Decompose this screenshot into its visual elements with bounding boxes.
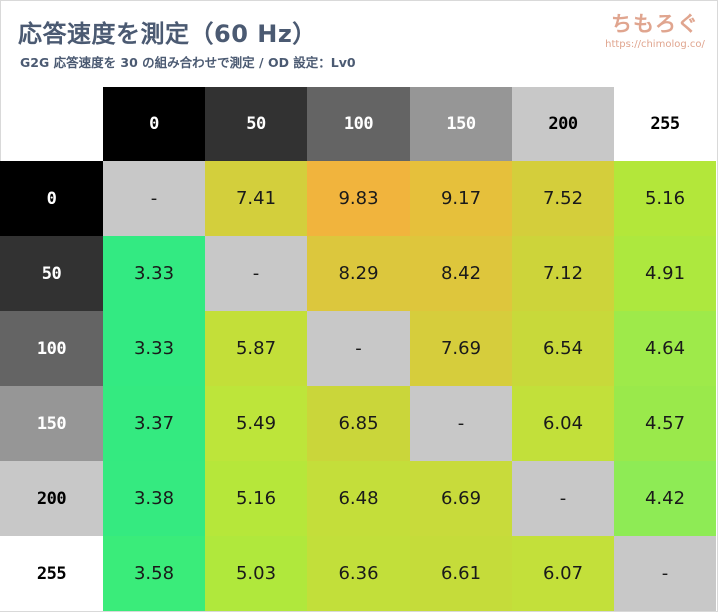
heatmap-cell: 5.16 bbox=[205, 461, 307, 536]
column-header-50: 50 bbox=[205, 87, 307, 161]
heatmap-cell: - bbox=[614, 536, 716, 611]
heatmap-cell: 6.61 bbox=[410, 536, 512, 611]
heatmap-cell: 6.36 bbox=[307, 536, 410, 611]
chart-title: 応答速度を測定（60 Hz） bbox=[18, 20, 317, 48]
heatmap-cell: 6.54 bbox=[512, 311, 614, 386]
heatmap-cell: 9.17 bbox=[410, 161, 512, 236]
heatmap-cell: 8.29 bbox=[307, 236, 410, 311]
heatmap-cell: 8.42 bbox=[410, 236, 512, 311]
heatmap-cell: 7.52 bbox=[512, 161, 614, 236]
row-header-0: 0 bbox=[0, 161, 103, 236]
heatmap-cell: 3.33 bbox=[103, 311, 205, 386]
heatmap-cell: 3.37 bbox=[103, 386, 205, 461]
row-header-200: 200 bbox=[0, 461, 103, 536]
heatmap-cell: 3.58 bbox=[103, 536, 205, 611]
heatmap-cell: - bbox=[103, 161, 205, 236]
heatmap-cell: 5.49 bbox=[205, 386, 307, 461]
column-header-255: 255 bbox=[614, 87, 716, 161]
heatmap-cell: 6.07 bbox=[512, 536, 614, 611]
column-header-150: 150 bbox=[410, 87, 512, 161]
heatmap-cell: 5.03 bbox=[205, 536, 307, 611]
heatmap-cell: 6.04 bbox=[512, 386, 614, 461]
heatmap-cell: 9.83 bbox=[307, 161, 410, 236]
row-header-100: 100 bbox=[0, 311, 103, 386]
chart-subtitle: G2G 応答速度を 30 の組み合わせで測定 / OD 設定：Lv0 bbox=[20, 55, 356, 70]
heatmap-cell: 4.42 bbox=[614, 461, 716, 536]
heatmap-cell: 4.64 bbox=[614, 311, 716, 386]
heatmap-cell: 3.38 bbox=[103, 461, 205, 536]
heatmap-cell: 7.69 bbox=[410, 311, 512, 386]
brand-url: https://chimolog.co/ bbox=[605, 39, 705, 50]
row-header-150: 150 bbox=[0, 386, 103, 461]
heatmap-cell: - bbox=[205, 236, 307, 311]
heatmap-cell: 6.69 bbox=[410, 461, 512, 536]
heatmap-cell: 5.16 bbox=[614, 161, 716, 236]
column-header-100: 100 bbox=[307, 87, 410, 161]
heatmap-corner bbox=[0, 87, 103, 161]
heatmap-cell: - bbox=[410, 386, 512, 461]
column-header-200: 200 bbox=[512, 87, 614, 161]
brand-logo: ちもろぐ https://chimolog.co/ bbox=[600, 8, 710, 50]
heatmap-cell: - bbox=[512, 461, 614, 536]
row-header-255: 255 bbox=[0, 536, 103, 611]
brand-logo-text: ちもろぐ bbox=[611, 12, 699, 36]
heatmap-cell: 6.85 bbox=[307, 386, 410, 461]
heatmap-cell: 7.41 bbox=[205, 161, 307, 236]
heatmap-cell: 6.48 bbox=[307, 461, 410, 536]
heatmap-cell: 7.12 bbox=[512, 236, 614, 311]
heatmap-cell: 5.87 bbox=[205, 311, 307, 386]
heatmap-cell: 3.33 bbox=[103, 236, 205, 311]
heatmap-cell: 4.91 bbox=[614, 236, 716, 311]
row-header-50: 50 bbox=[0, 236, 103, 311]
heatmap-cell: - bbox=[307, 311, 410, 386]
column-header-0: 0 bbox=[103, 87, 205, 161]
heatmap-cell: 4.57 bbox=[614, 386, 716, 461]
